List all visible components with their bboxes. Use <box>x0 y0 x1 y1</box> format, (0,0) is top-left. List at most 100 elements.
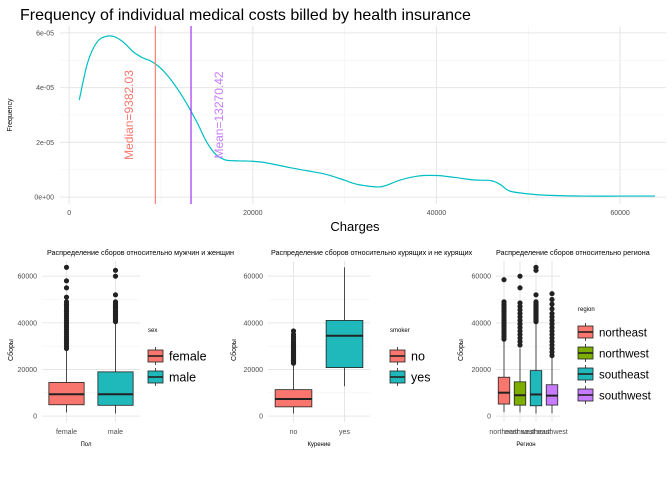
smoker-x-tick-label: yes <box>339 429 350 436</box>
smoker-boxes <box>274 267 364 414</box>
density-x-tick-label: 40000 <box>427 210 447 217</box>
sex-outlier-point <box>112 267 119 273</box>
smoker-y-tick-label: 40000 <box>244 320 264 327</box>
region-outlier-point <box>549 310 555 317</box>
region-outlier-point <box>533 292 539 298</box>
smoker-legend-title: smoker <box>390 328 410 334</box>
region-legend-label: northeast <box>599 328 648 340</box>
region-y-ticks: 0 20000 40000 60000 <box>472 274 492 421</box>
median-label: Median=9382.03 <box>122 70 136 160</box>
smoker-y-label: Сборы <box>230 339 238 361</box>
sex-boxes <box>48 264 134 414</box>
sex-legend: sex female male <box>147 328 207 386</box>
sex-outlier-point <box>112 292 119 298</box>
sex-x-tick-label: female <box>56 429 77 436</box>
sex-outlier-point <box>63 285 70 291</box>
region-outlier-point <box>549 301 555 307</box>
region-x-tick-label: northeast <box>489 429 518 436</box>
region-outlier-point <box>533 299 539 305</box>
density-grid <box>60 26 666 204</box>
sex-x-label: Пол <box>80 442 92 448</box>
region-outlier-point <box>501 299 507 305</box>
region-outlier-point <box>549 306 555 312</box>
region-outlier-point <box>501 277 507 283</box>
sex-legend-title: sex <box>148 328 157 334</box>
density-y-tick-label: 2e-05 <box>36 140 54 147</box>
sex-legend-label: female <box>169 350 207 364</box>
sex-outlier-point <box>63 299 70 305</box>
region-y-label: Сборы <box>457 339 465 361</box>
density-y-tick-label: 0e+00 <box>34 195 54 202</box>
density-x-tick-label: 0 <box>67 210 71 217</box>
box-chart-region: Распределение сборов относительно регион… <box>457 248 652 448</box>
sex-y-tick-label: 40000 <box>18 320 38 327</box>
density-curve <box>78 35 655 197</box>
box-chart-sex: Распределение сборов относительно мужчин… <box>7 248 234 448</box>
region-x-tick-label: southwest <box>536 429 568 436</box>
sex-box <box>97 371 134 406</box>
region-y-tick-label: 40000 <box>472 320 492 327</box>
smoker-y-tick-label: 20000 <box>244 367 264 374</box>
smoker-box-title: Распределение сборов относительно курящи… <box>271 248 473 257</box>
sex-outlier-point <box>63 278 70 284</box>
density-title: Frequency of individual medical costs bi… <box>20 7 471 24</box>
region-y-tick-label: 60000 <box>472 274 492 281</box>
smoker-y-ticks: 0 20000 40000 60000 <box>244 274 264 421</box>
density-y-tick-label: 6e-05 <box>36 30 54 37</box>
region-box <box>529 370 543 407</box>
sex-x-tick-label: male <box>108 429 123 436</box>
sex-outlier-point <box>63 294 70 300</box>
region-legend-title: region <box>578 307 595 313</box>
region-box <box>513 381 527 406</box>
region-outlier-point <box>517 285 523 291</box>
smoker-outlier-point <box>290 328 297 334</box>
box-chart-smoker: Распределение сборов относительно курящи… <box>230 248 473 448</box>
region-x-tick-label: southeast <box>521 429 551 436</box>
smoker-legend-label: no <box>411 350 425 364</box>
sex-y-tick-label: 20000 <box>18 367 38 374</box>
sex-box-title: Распределение сборов относительно мужчин… <box>47 248 234 257</box>
sex-outlier-point <box>112 273 119 279</box>
density-y-tick-label: 4e-05 <box>36 85 54 92</box>
region-x-tick-label: northwest <box>505 429 535 436</box>
sex-y-tick-label: 0 <box>33 414 37 421</box>
region-outlier-point <box>549 296 555 303</box>
sex-outlier-point <box>63 264 70 270</box>
smoker-x-tick-label: no <box>290 429 298 436</box>
region-outlier-point <box>517 273 523 279</box>
region-outlier-point <box>533 264 539 270</box>
sex-y-ticks: 0 20000 40000 60000 <box>18 274 38 421</box>
sex-y-label: Сборы <box>7 339 15 361</box>
region-y-tick-label: 0 <box>487 414 491 421</box>
region-x-label: Регион <box>516 442 535 448</box>
smoker-box <box>325 320 364 368</box>
region-outlier-point <box>549 291 555 297</box>
region-box <box>497 376 511 405</box>
sex-x-ticks: female male <box>56 429 123 436</box>
sex-y-tick-label: 60000 <box>18 274 38 281</box>
density-y-label: Frequency <box>7 98 14 132</box>
region-legend-label: northwest <box>599 349 650 361</box>
smoker-legend-label: yes <box>411 371 430 385</box>
region-legend-label: southeast <box>599 370 650 382</box>
smoker-x-label: Курение <box>307 442 331 448</box>
sex-legend-label: male <box>169 371 196 385</box>
sex-outlier-point <box>112 299 119 305</box>
mean-label: Mean=13270.42 <box>212 71 226 158</box>
smoker-x-ticks: no yes <box>290 429 351 436</box>
region-legend: region northeast northwest southeast southwe… <box>577 307 652 404</box>
density-x-tick-label: 60000 <box>610 210 630 217</box>
region-box-title: Распределение сборов относительно регион… <box>496 248 650 257</box>
smoker-legend: smoker no yes <box>389 328 430 386</box>
density-y-ticks: 0e+00 2e-05 4e-05 6e-05 <box>34 30 54 201</box>
smoker-y-tick-label: 0 <box>259 414 263 421</box>
region-legend-label: southwest <box>599 391 652 403</box>
density-x-ticks: 0 20000 40000 60000 <box>67 210 630 217</box>
region-outlier-point <box>517 300 523 306</box>
smoker-y-tick-label: 60000 <box>244 274 264 281</box>
region-boxes <box>497 264 559 414</box>
region-y-tick-label: 20000 <box>472 367 492 374</box>
density-x-tick-label: 20000 <box>243 210 263 217</box>
